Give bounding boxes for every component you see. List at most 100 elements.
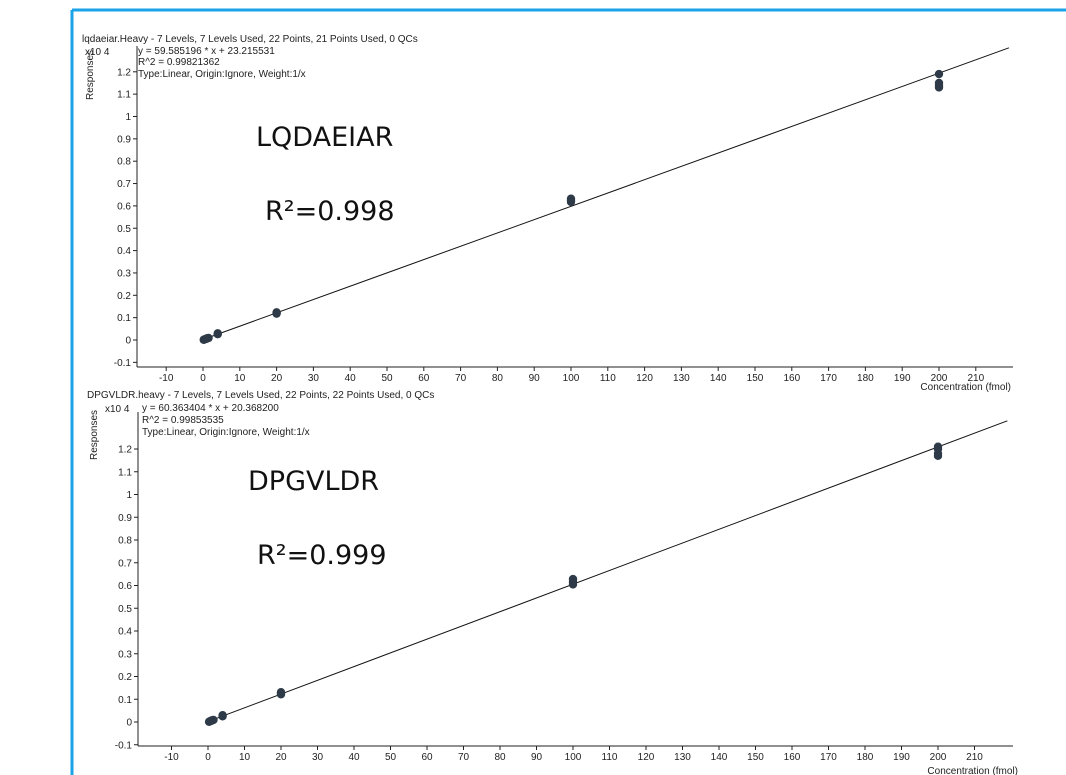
chart-1-y-tick-label: 0.5 bbox=[117, 224, 131, 235]
chart-2-y-tick-label: 0.3 bbox=[118, 649, 132, 660]
chart-2-x-tick-label: 210 bbox=[966, 752, 983, 763]
chart-1-x-tick-label: 50 bbox=[381, 373, 393, 384]
chart-1-x-tick-label: 20 bbox=[271, 373, 283, 384]
chart-2-annotation-r2: R²=0.999 bbox=[257, 540, 387, 571]
chart-2-y-tick-label: 0.5 bbox=[118, 604, 132, 615]
chart-2-data-point bbox=[218, 710, 227, 720]
chart-2-equation: y = 60.363404 * x + 20.368200 bbox=[142, 403, 279, 414]
chart-1-fit-line-group bbox=[202, 47, 1010, 340]
chart-1-x-tick-label: 90 bbox=[529, 373, 541, 384]
chart-1-data-point bbox=[566, 194, 576, 203]
chart-1-annotation-r2: R²=0.998 bbox=[265, 196, 395, 227]
chart-2-y-tick-label: 0.9 bbox=[118, 513, 132, 524]
chart-2-x-tick-label: 190 bbox=[893, 752, 910, 763]
chart-2-y-exponent: x10 4 bbox=[105, 404, 130, 415]
chart-1-y-tick-label: 0.4 bbox=[117, 246, 131, 257]
chart-1-y-tick-label: -0.1 bbox=[114, 358, 132, 369]
chart-1-x-tick-label: 200 bbox=[931, 373, 948, 384]
chart-1-data-point bbox=[204, 333, 213, 343]
chart-2-y-tick-label: 0 bbox=[126, 718, 132, 729]
chart-1-y-tick-label: 0.3 bbox=[117, 268, 131, 279]
chart-1-x-tick-label: 160 bbox=[783, 373, 800, 384]
chart-2-x-tick-label: 80 bbox=[494, 752, 506, 763]
chart-2-x-tick-label: 60 bbox=[421, 752, 433, 763]
chart-1-x-tick-label: 180 bbox=[857, 373, 874, 384]
chart-2-x-tick-label: 170 bbox=[820, 752, 837, 763]
chart-2-x-tick-label: 150 bbox=[747, 752, 764, 763]
chart-2-x-tick-label: 180 bbox=[857, 752, 874, 763]
chart-1-x-tick-label: 190 bbox=[894, 373, 911, 384]
chart-2-x-tick-label: 140 bbox=[711, 752, 728, 763]
chart-1-x-tick-label: 30 bbox=[308, 373, 320, 384]
chart-1-header: lqdaeiar.Heavy - 7 Levels, 7 Levels Used… bbox=[82, 34, 418, 45]
chart-2-y-tick-label: 0.6 bbox=[118, 581, 132, 592]
chart-panel-1: lqdaeiar.Heavy - 7 Levels, 7 Levels Used… bbox=[82, 34, 1013, 393]
chart-2-x-tick-label: 90 bbox=[531, 752, 543, 763]
chart-1-y-tick-label: 1 bbox=[125, 112, 131, 123]
chart-2-points bbox=[204, 442, 943, 726]
chart-1-fit-info: Type:Linear, Origin:Ignore, Weight:1/x bbox=[138, 69, 306, 80]
chart-1-equation: y = 59.585196 * x + 23.215531 bbox=[138, 46, 275, 57]
chart-2-axes: -0.1 0 0.1 0.2 0.3 0.4 0.5 0.6 0.7 0.8 0.9 1 1.1 1.2 -… bbox=[115, 412, 1013, 763]
chart-2-x-tick-label: 20 bbox=[275, 752, 287, 763]
chart-1-x-tick-label: 100 bbox=[563, 373, 580, 384]
chart-1-data-point bbox=[934, 78, 944, 88]
chart-2-x-tick-label: -10 bbox=[164, 752, 179, 763]
chart-1-x-tick-label: 40 bbox=[345, 373, 357, 384]
chart-1-axes: -0.1 0 0.1 0.2 0.3 0.4 0.5 0.6 0.7 0.8 0.9 1 1.1 1.2 -… bbox=[114, 46, 1013, 384]
chart-2-y-tick-label: 0.7 bbox=[118, 558, 132, 569]
chart-1-r2-text: R^2 = 0.99821362 bbox=[138, 57, 220, 68]
chart-2-x-tick-label: 40 bbox=[348, 752, 360, 763]
chart-1-x-tick-label: 60 bbox=[418, 373, 430, 384]
chart-2-y-tick-label: 0.8 bbox=[118, 536, 132, 547]
chart-2-data-point bbox=[276, 687, 286, 697]
chart-1-x-tick-label: -10 bbox=[159, 373, 174, 384]
chart-panel-2: DPGVLDR.heavy - 7 Levels, 7 Levels Used,… bbox=[87, 390, 1018, 775]
chart-1-x-tick-label: 170 bbox=[820, 373, 837, 384]
chart-2-y-tick-label: 0.1 bbox=[118, 695, 132, 706]
chart-2-data-point bbox=[568, 574, 578, 584]
chart-2-x-tick-label: 10 bbox=[239, 752, 251, 763]
chart-2-fit-line bbox=[207, 420, 1008, 723]
chart-1-y-tick-label: 0 bbox=[125, 336, 131, 347]
chart-1-y-tick-label: 1.2 bbox=[117, 67, 131, 78]
chart-2-x-tick-label: 100 bbox=[565, 752, 582, 763]
chart-1-y-tick-label: 0.6 bbox=[117, 201, 131, 212]
chart-1-y-tick-label: 0.8 bbox=[117, 157, 131, 168]
chart-1-ylabel: Responses bbox=[85, 50, 96, 100]
chart-2-x-tick-label: 0 bbox=[205, 752, 211, 763]
chart-2-ylabel: Responses bbox=[89, 410, 100, 460]
chart-2-annotation-name: DPGVLDR bbox=[248, 466, 379, 497]
chart-2-y-tick-label: 1.2 bbox=[118, 445, 132, 456]
chart-1-x-tick-label: 0 bbox=[200, 373, 206, 384]
chart-1-y-exponent: x10 4 bbox=[85, 47, 110, 58]
chart-1-x-tick-label: 70 bbox=[455, 373, 467, 384]
chart-2-x-tick-label: 50 bbox=[385, 752, 397, 763]
chart-1-x-tick-label: 140 bbox=[710, 373, 727, 384]
chart-1-data-point bbox=[272, 308, 281, 317]
chart-1-data-point bbox=[934, 69, 944, 79]
chart-2-xlabel: Concentration (fmol) bbox=[927, 766, 1018, 775]
chart-1-x-tick-label: 210 bbox=[967, 373, 984, 384]
chart-1-y-tick-label: 0.9 bbox=[117, 134, 131, 145]
chart-2-y-tick-label: -0.1 bbox=[115, 740, 133, 751]
chart-2-y-tick-label: 1 bbox=[126, 490, 132, 501]
chart-1-y-tick-label: 0.1 bbox=[117, 313, 131, 324]
chart-2-x-tick-label: 200 bbox=[930, 752, 947, 763]
chart-1-y-tick-label: 0.2 bbox=[117, 291, 131, 302]
chart-1-annotation-name: LQDAEIAR bbox=[256, 122, 393, 153]
chart-2-r2-text: R^2 = 0.99853535 bbox=[142, 415, 224, 426]
chart-2-x-tick-label: 130 bbox=[674, 752, 691, 763]
chart-2-x-tick-label: 110 bbox=[602, 752, 618, 763]
chart-1-xlabel: Concentration (fmol) bbox=[920, 382, 1011, 393]
chart-2-x-tick-label: 160 bbox=[784, 752, 801, 763]
chart-2-data-point bbox=[209, 715, 218, 725]
chart-2-y-tick-label: 0.4 bbox=[118, 627, 132, 638]
chart-1-points bbox=[199, 69, 944, 344]
chart-1-x-tick-label: 80 bbox=[492, 373, 504, 384]
chart-1-fit-line bbox=[202, 47, 1010, 340]
chart-1-x-tick-label: 150 bbox=[747, 373, 764, 384]
chart-2-fit-info: Type:Linear, Origin:Ignore, Weight:1/x bbox=[142, 427, 310, 438]
chart-2-x-tick-label: 70 bbox=[458, 752, 470, 763]
